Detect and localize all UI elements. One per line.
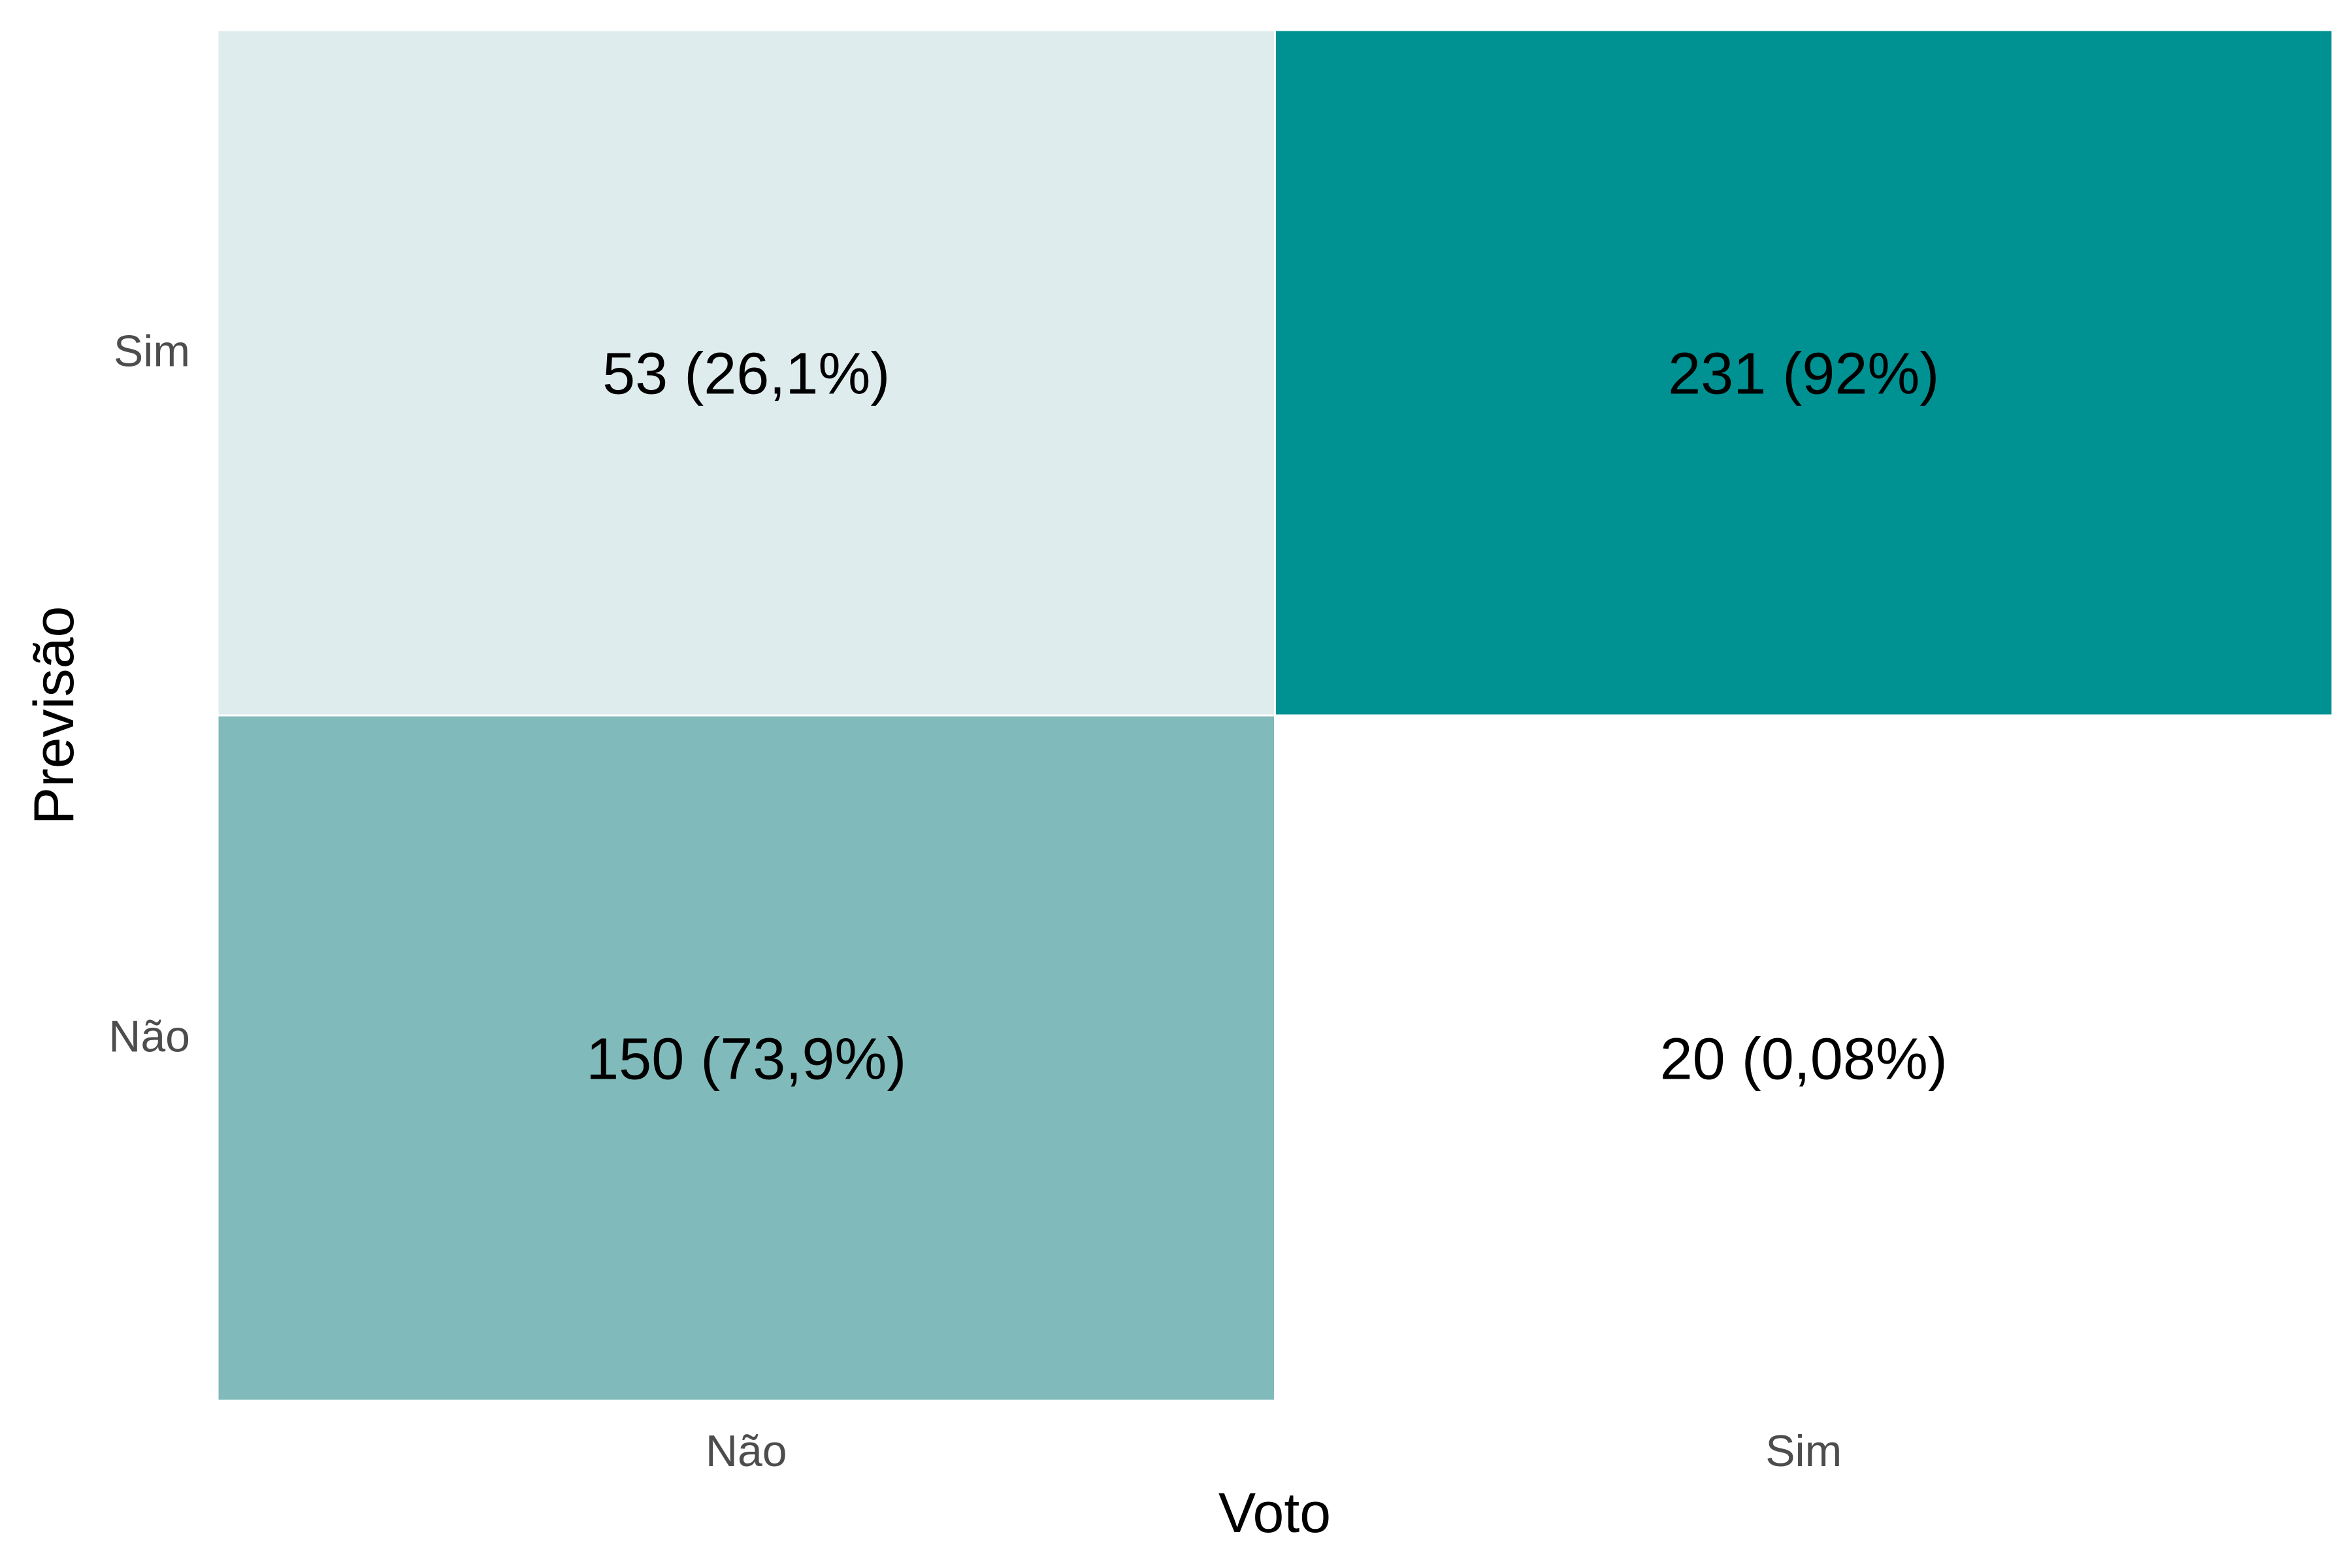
- y-axis-tick-labels: Não Sim: [108, 327, 190, 1062]
- cell-value-label: 150 (73,9%): [586, 1027, 906, 1092]
- y-tick-label-sim: Sim: [114, 327, 190, 376]
- heatmap-cell-voto-nao-previsao-sim: [216, 29, 1276, 717]
- x-axis-title: Voto: [1218, 1482, 1331, 1544]
- cell-value-label: 53 (26,1%): [602, 342, 890, 407]
- cell-value-label: 231 (92%): [1668, 342, 1939, 407]
- cell-value-label: 20 (0,08%): [1660, 1027, 1948, 1092]
- heatmap-cell-voto-sim-previsao-sim: [1274, 29, 2334, 717]
- x-tick-label-nao: Não: [706, 1426, 787, 1476]
- x-tick-label-sim: Sim: [1765, 1426, 1842, 1476]
- heatmap-cells: [216, 29, 2334, 1402]
- y-tick-label-nao: Não: [108, 1012, 190, 1062]
- x-axis-tick-labels: Não Sim: [706, 1426, 1842, 1476]
- heatmap-cell-labels: 53 (26,1%) 231 (92%) 150 (73,9%) 20 (0,08%): [586, 342, 1948, 1092]
- heatmap-cell-voto-nao-previsao-nao: [216, 714, 1276, 1402]
- heatmap-cell-voto-sim-previsao-nao: [1274, 714, 2334, 1402]
- y-axis-title: Previsão: [23, 606, 86, 825]
